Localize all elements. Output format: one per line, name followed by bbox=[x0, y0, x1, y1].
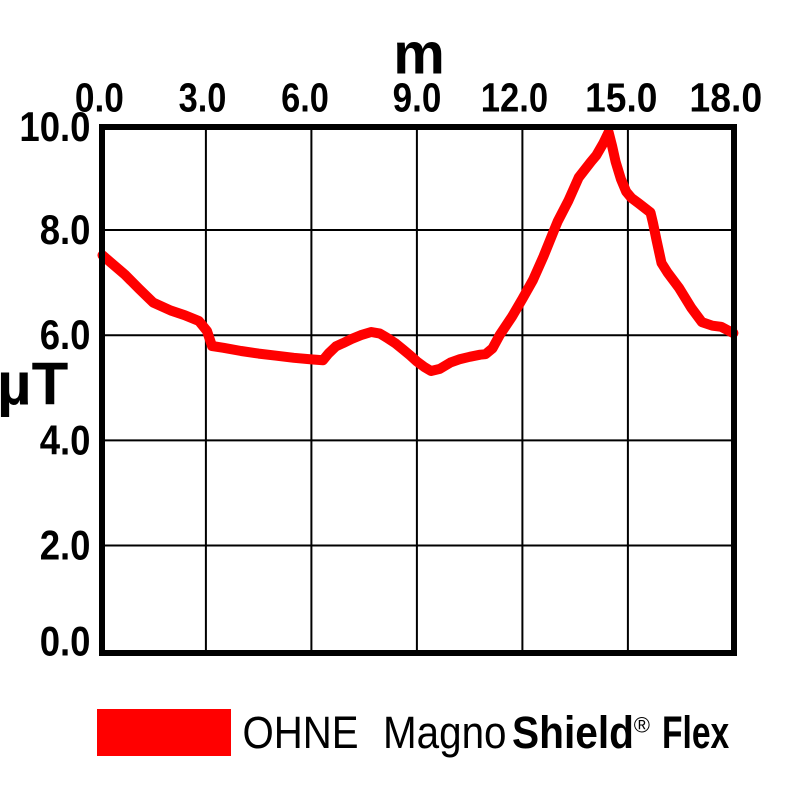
svg-text:0.0: 0.0 bbox=[75, 75, 124, 121]
svg-text:6.0: 6.0 bbox=[40, 312, 91, 359]
svg-text:9.0: 9.0 bbox=[393, 75, 442, 121]
svg-text:8.0: 8.0 bbox=[40, 207, 91, 254]
svg-text:®: ® bbox=[634, 713, 650, 738]
svg-text:Flex: Flex bbox=[662, 708, 729, 758]
svg-text:2.0: 2.0 bbox=[40, 522, 91, 569]
svg-text:12.0: 12.0 bbox=[481, 76, 548, 121]
svg-text:Magno: Magno bbox=[383, 708, 507, 759]
svg-text:Shield: Shield bbox=[512, 708, 634, 758]
svg-text:3.0: 3.0 bbox=[179, 76, 227, 122]
svg-text:10.0: 10.0 bbox=[19, 104, 90, 151]
svg-text:m: m bbox=[393, 22, 445, 87]
svg-text:µT: µT bbox=[0, 351, 68, 418]
svg-text:18.0: 18.0 bbox=[689, 75, 762, 121]
svg-text:6.0: 6.0 bbox=[281, 76, 329, 122]
svg-text:OHNE: OHNE bbox=[243, 708, 359, 759]
svg-text:4.0: 4.0 bbox=[40, 417, 91, 464]
svg-text:15.0: 15.0 bbox=[585, 76, 657, 121]
svg-text:0.0: 0.0 bbox=[40, 618, 91, 665]
